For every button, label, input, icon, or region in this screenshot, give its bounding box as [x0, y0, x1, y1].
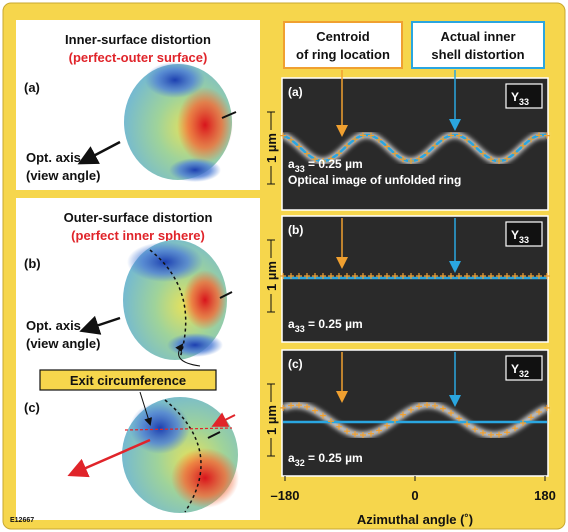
part-label: (b)	[24, 256, 41, 271]
scale-bg	[264, 258, 278, 294]
x-tick-label: –180	[271, 488, 300, 503]
amp-base: a	[288, 451, 295, 465]
mode-label: Y33	[511, 90, 529, 107]
legend-text: Centroid	[316, 29, 370, 44]
mode-label: Y33	[511, 228, 529, 245]
callout-arrow	[175, 343, 201, 367]
legend-box	[283, 21, 403, 69]
panel-label: (b)	[288, 223, 303, 237]
mode-sub: 33	[519, 235, 529, 245]
mode-box	[505, 83, 543, 109]
callout-box	[39, 369, 217, 391]
part-label: (c)	[24, 400, 40, 415]
mode-sub: 32	[519, 369, 529, 379]
figure-id: E12667	[10, 517, 34, 524]
scale-label: 1 µm	[264, 133, 279, 163]
scale-label: 1 µm	[264, 405, 279, 435]
amp-rest: = 0.25 µm	[305, 317, 363, 331]
legend-box	[411, 21, 545, 69]
amplitude-label: a33 = 0.25 µm	[288, 157, 363, 174]
legend-text: shell distortion	[431, 47, 524, 62]
mode-base: Y	[511, 362, 519, 376]
amp-base: a	[288, 157, 295, 171]
panel-subtitle: (perfect-outer surface)	[69, 50, 208, 65]
ray-arrow	[211, 412, 236, 427]
centroid-marks	[280, 132, 550, 164]
scale-bg	[264, 402, 278, 438]
scale-label: 1 µm	[264, 261, 279, 291]
caption: Optical image of unfolded ring	[288, 173, 461, 187]
x-tick-label: 180	[534, 488, 556, 503]
axis-label: (view angle)	[26, 336, 100, 351]
shell-blob	[124, 62, 237, 182]
ring-image	[281, 401, 549, 439]
panel-subtitle: (perfect inner sphere)	[71, 228, 205, 243]
amp-sub: 33	[295, 324, 305, 334]
centroid-marks	[280, 273, 550, 279]
scale-bg	[264, 130, 278, 166]
x-tick-label: 0	[411, 488, 418, 503]
amp-base: a	[288, 317, 295, 331]
ray-arrow	[67, 438, 151, 478]
mode-sub: 33	[519, 97, 529, 107]
amplitude-label: a32 = 0.25 µm	[288, 451, 363, 468]
axis-label: Opt. axis	[26, 318, 81, 333]
panel-title: Outer-surface distortion	[64, 210, 213, 225]
shell-line	[282, 133, 548, 163]
axis-label: (view angle)	[26, 168, 100, 183]
amp-rest: = 0.25 µm	[305, 451, 363, 465]
mode-base: Y	[511, 90, 519, 104]
opt-axis-arrow	[79, 315, 121, 335]
amp-sub: 33	[295, 164, 305, 174]
amplitude-label: a33 = 0.25 µm	[288, 317, 363, 334]
legend-text: Actual inner	[440, 29, 515, 44]
mode-box	[505, 221, 543, 247]
shell-blob	[122, 397, 239, 513]
panel-label: (c)	[288, 357, 303, 371]
centroid-marks	[280, 402, 550, 438]
panel-title: Inner-surface distortion	[65, 32, 211, 47]
opt-axis-arrow	[77, 140, 121, 165]
legend-text: of ring location	[296, 47, 390, 62]
amp-rest: = 0.25 µm	[305, 157, 363, 171]
mode-box	[505, 355, 543, 381]
callout: Exit circumference	[70, 373, 186, 388]
image-panel	[281, 77, 549, 211]
shell-blob	[123, 240, 233, 360]
axis-label: Opt. axis	[26, 150, 81, 165]
mode-base: Y	[511, 228, 519, 242]
x-axis-title: Azimuthal angle (˚)	[357, 512, 473, 527]
amp-sub: 32	[295, 458, 305, 468]
part-label: (a)	[24, 80, 40, 95]
callout-arrow	[139, 391, 153, 426]
mode-label: Y32	[511, 362, 529, 379]
panel-label: (a)	[288, 85, 303, 99]
